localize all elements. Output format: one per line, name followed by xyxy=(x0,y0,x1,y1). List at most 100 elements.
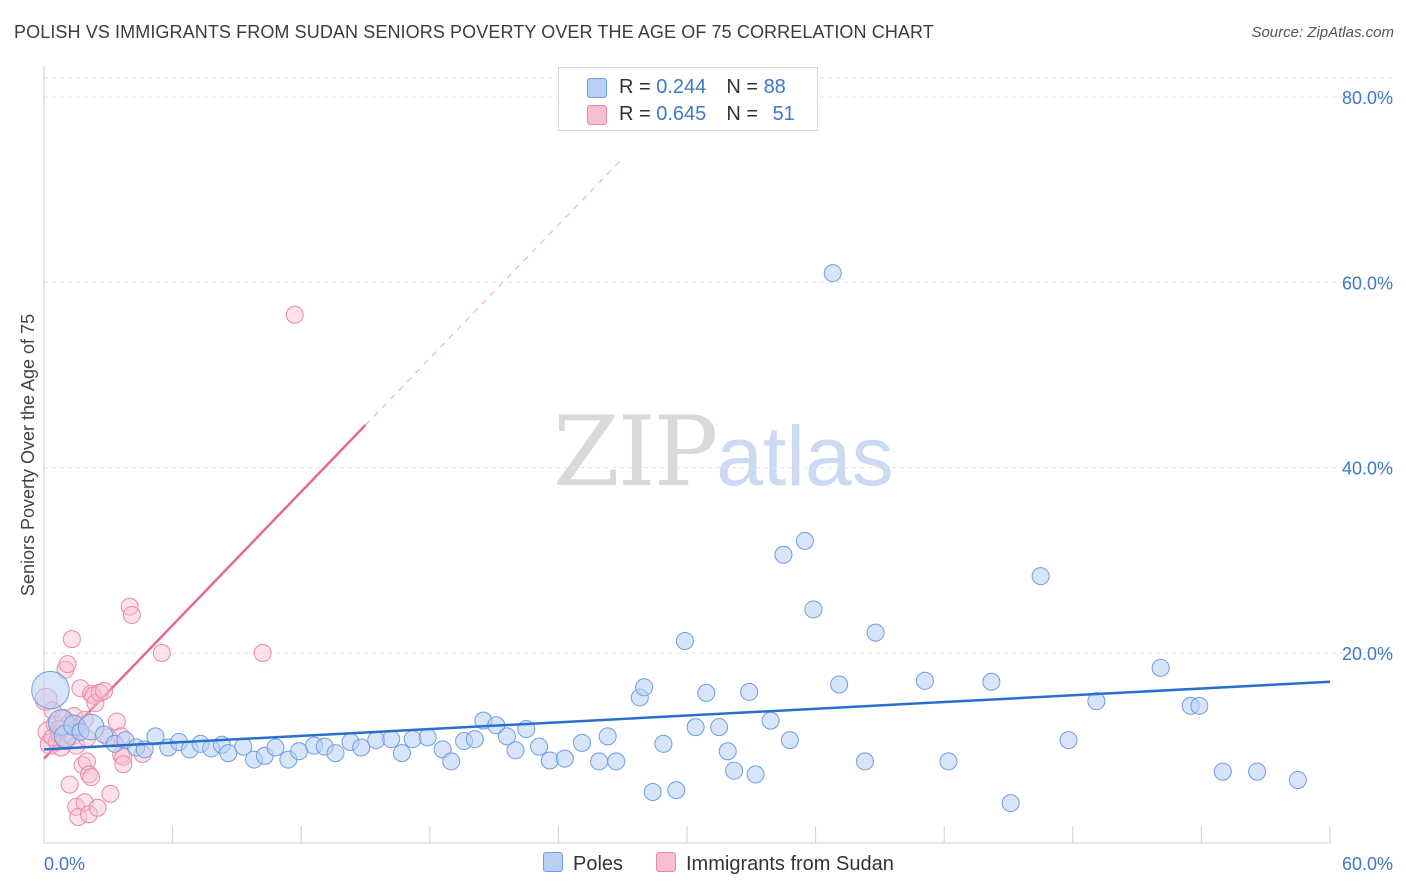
poles-point xyxy=(1059,731,1078,750)
sudan-trend-extension xyxy=(365,157,624,426)
poles-point xyxy=(326,744,345,763)
poles-point xyxy=(530,737,549,756)
poles-point xyxy=(506,741,525,760)
poles-point xyxy=(290,742,309,761)
poles-point xyxy=(740,682,759,701)
sudan-trend xyxy=(43,157,624,760)
grid-lines xyxy=(44,77,1392,654)
poles-point xyxy=(804,600,823,619)
legend-sudan-label: Immigrants from Sudan xyxy=(686,853,894,875)
poles-point xyxy=(1001,794,1020,813)
sudan-point xyxy=(82,768,101,787)
sudan-point xyxy=(62,630,81,649)
poles-r-value: 0.244 xyxy=(656,76,707,98)
sudan-point xyxy=(80,765,99,784)
sudan-point xyxy=(152,644,171,662)
poles-n-value: 88 xyxy=(763,76,786,98)
poles-point xyxy=(219,744,238,763)
poles-swatch xyxy=(587,78,607,98)
poles-point xyxy=(830,675,849,694)
y-tick-label: 20.0% xyxy=(1342,644,1393,664)
poles-trend-line xyxy=(43,680,1331,751)
poles-point xyxy=(725,761,744,780)
sudan-point xyxy=(114,755,133,774)
poles-point xyxy=(795,531,814,550)
watermark-atlas: atlas xyxy=(716,409,894,503)
poles-point xyxy=(1248,762,1267,781)
sudan-point xyxy=(88,798,107,817)
poles-point xyxy=(1031,567,1050,586)
poles-point xyxy=(598,727,617,746)
sudan-point xyxy=(58,655,77,674)
poles-point xyxy=(675,631,694,650)
legend-poles: Poles xyxy=(543,852,623,876)
poles-point xyxy=(392,744,411,763)
sudan-point xyxy=(60,775,79,794)
poles-point xyxy=(686,718,705,737)
y-tick-label: 40.0% xyxy=(1342,459,1393,479)
chart-title: POLISH VS IMMIGRANTS FROM SUDAN SENIORS … xyxy=(14,22,934,42)
poles-point xyxy=(823,264,842,283)
y-tick-label: 60.0% xyxy=(1342,273,1393,293)
sudan-point xyxy=(107,712,126,731)
poles-point xyxy=(1288,770,1307,789)
sudan-n-value: 51 xyxy=(772,103,795,125)
poles-point xyxy=(418,728,437,747)
x-tick-label-max: 60.0% xyxy=(1342,854,1393,874)
sudan-point xyxy=(95,681,114,700)
poles-point xyxy=(497,727,516,746)
poles-point xyxy=(442,752,461,771)
poles-point xyxy=(540,751,559,770)
poles-point xyxy=(1151,658,1170,677)
poles-point xyxy=(780,731,799,750)
poles-point xyxy=(1190,696,1209,715)
sudan-swatch xyxy=(587,105,607,125)
poles-point xyxy=(572,733,591,752)
poles-r-label: R = xyxy=(619,76,657,98)
sudan-point xyxy=(253,644,272,662)
poles-point xyxy=(465,730,484,749)
sudan-n-label: N = xyxy=(726,103,764,125)
poles-point xyxy=(982,672,1001,691)
poles-point xyxy=(607,752,626,771)
correlation-legend: R = 0.244 N = 88 R = 0.645 N = 51 xyxy=(558,67,818,131)
sudan-point xyxy=(122,606,141,625)
poles-point xyxy=(352,738,371,757)
watermark: ZIPatlas xyxy=(553,396,894,508)
poles-point xyxy=(146,727,165,746)
poles-point xyxy=(367,731,386,750)
sudan-point xyxy=(101,784,120,803)
source-label: Source: ZipAtlas.com xyxy=(1251,24,1394,41)
legend-poles-label: Poles xyxy=(573,853,624,875)
x-tick-label-min: 0.0% xyxy=(44,854,85,874)
poles-point xyxy=(667,781,686,800)
poles-point xyxy=(1213,762,1232,781)
poles-n-label: N = xyxy=(726,76,764,98)
poles-point xyxy=(1087,692,1106,711)
tick-labels: 20.0% 40.0% 60.0% 80.0% 0.0% 60.0% xyxy=(44,88,1393,874)
poles-point xyxy=(266,738,285,757)
legend-sudan: Immigrants from Sudan xyxy=(656,852,894,876)
poles-point xyxy=(31,670,70,710)
poles-point xyxy=(590,752,609,771)
poles-point xyxy=(635,678,654,697)
poles-point xyxy=(774,545,793,564)
legend-sudan-swatch xyxy=(656,852,676,872)
poles-point xyxy=(866,623,885,642)
poles-trend xyxy=(43,680,1331,751)
poles-point xyxy=(555,749,574,768)
sudan-point xyxy=(285,305,304,324)
poles-point xyxy=(697,683,716,702)
poles-point xyxy=(382,730,401,749)
watermark-zip: ZIP xyxy=(553,396,718,508)
sudan-point xyxy=(69,808,88,827)
poles-point xyxy=(761,711,780,730)
poles-point xyxy=(746,765,765,784)
poles-points xyxy=(31,264,1307,813)
poles-point xyxy=(855,752,874,771)
poles-point xyxy=(654,734,673,753)
legend-poles-swatch xyxy=(543,852,563,872)
poles-point xyxy=(718,742,737,761)
poles-point xyxy=(915,671,934,690)
